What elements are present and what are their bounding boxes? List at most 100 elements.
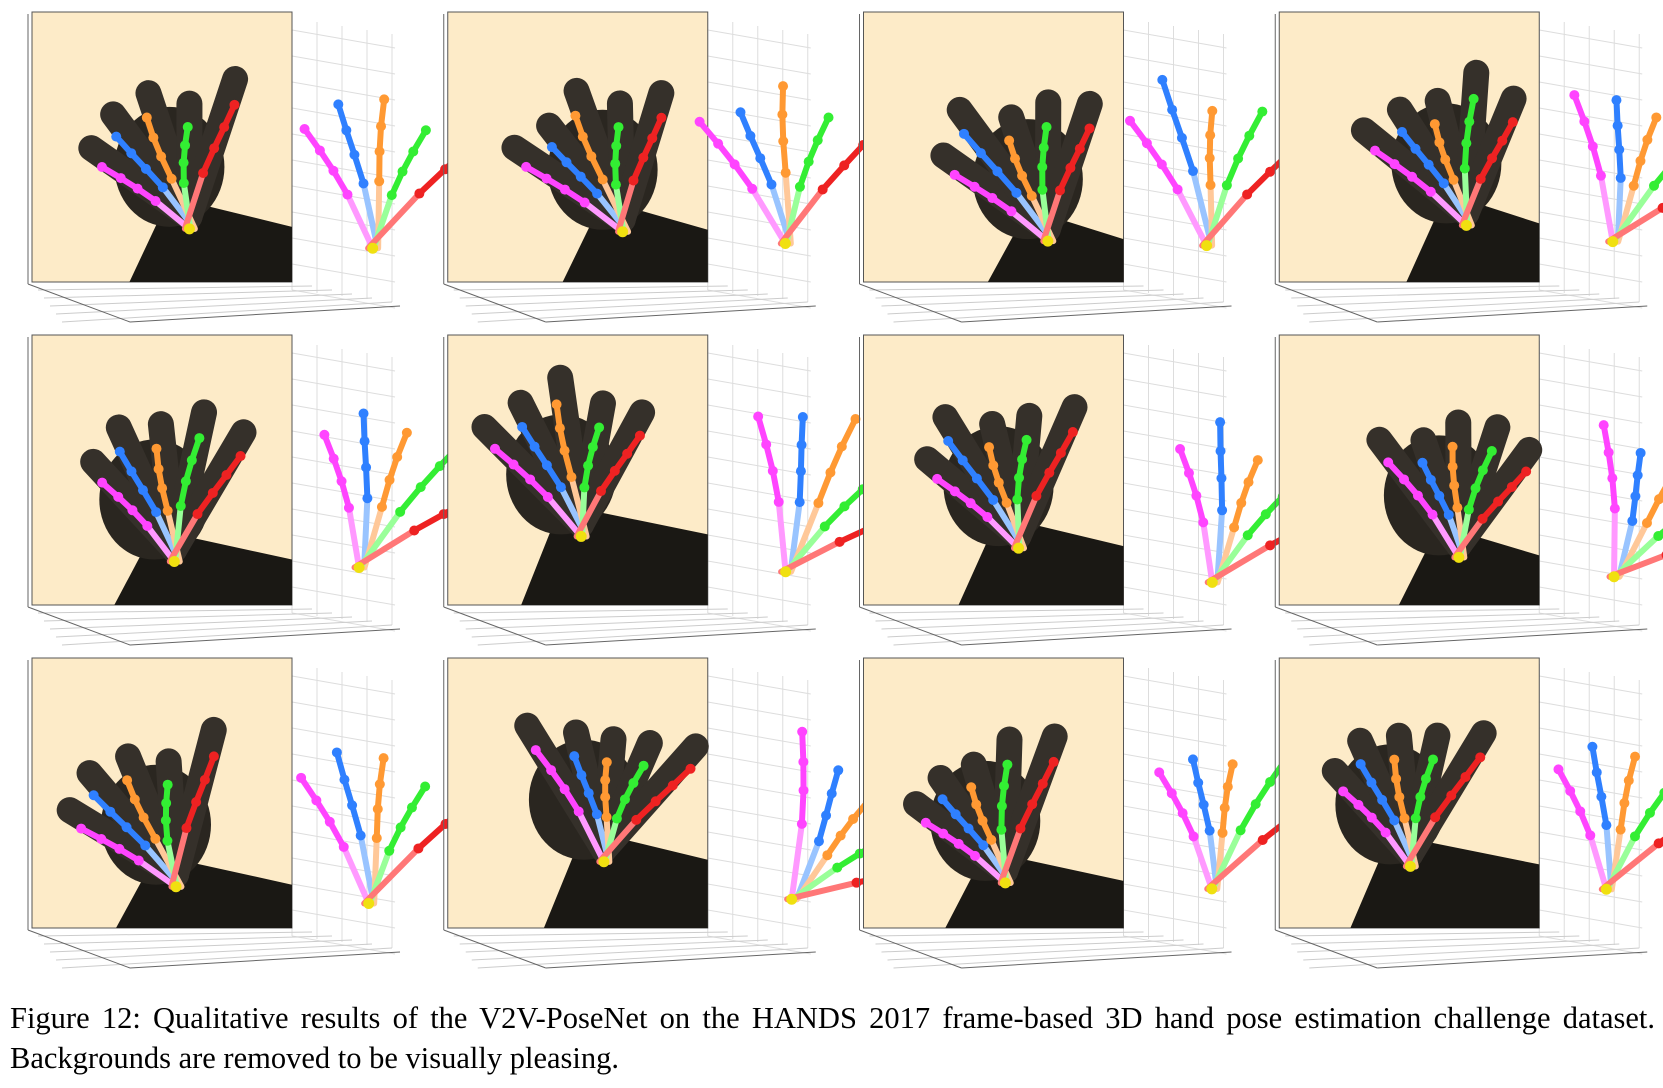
grid-line xyxy=(43,935,333,945)
joint xyxy=(953,838,964,849)
wrist-joint xyxy=(999,877,1011,889)
wrist-joint xyxy=(598,856,610,868)
grid-line xyxy=(707,482,811,502)
joint xyxy=(1649,180,1660,191)
joint xyxy=(1609,503,1620,514)
grid-line xyxy=(707,805,811,825)
grid-line xyxy=(1285,931,1560,937)
wrist-joint xyxy=(170,881,182,893)
joint xyxy=(1477,465,1488,476)
bone xyxy=(1589,143,1604,179)
bone xyxy=(1174,186,1210,249)
joint xyxy=(529,441,540,452)
panel xyxy=(27,11,497,323)
joint xyxy=(1217,827,1228,838)
bone xyxy=(1451,515,1486,561)
joint xyxy=(1167,104,1178,115)
panel xyxy=(443,334,926,646)
grid-line xyxy=(1539,883,1643,903)
bone xyxy=(168,825,190,890)
joint xyxy=(729,159,740,170)
joint xyxy=(694,116,705,127)
bone xyxy=(416,166,449,197)
joint xyxy=(1612,120,1623,131)
figure-caption: Figure 12: Qualitative results of the V2… xyxy=(10,1001,1655,1075)
joint xyxy=(374,779,385,790)
axis-line xyxy=(1275,606,1378,646)
bone xyxy=(1204,837,1266,892)
grid-line xyxy=(707,508,811,528)
grid-line xyxy=(1123,430,1227,450)
wrist-joint xyxy=(1404,860,1416,872)
joint xyxy=(570,110,581,121)
joint xyxy=(561,157,572,168)
bone xyxy=(838,416,859,450)
joint xyxy=(611,140,622,151)
grid-line xyxy=(1123,701,1227,721)
joint xyxy=(358,408,369,419)
joint xyxy=(397,166,408,177)
joint xyxy=(638,760,649,771)
joint xyxy=(133,855,144,866)
joint xyxy=(1065,162,1076,173)
joint xyxy=(555,482,566,493)
grid-line xyxy=(453,608,728,614)
bone xyxy=(997,825,1024,886)
panel xyxy=(859,334,1361,646)
joint xyxy=(1370,145,1381,156)
joint xyxy=(579,197,590,208)
joint xyxy=(794,181,805,192)
joint xyxy=(780,167,791,178)
grid-line xyxy=(291,55,396,75)
joint xyxy=(105,806,116,817)
wrist-joint xyxy=(786,893,798,905)
axis-line xyxy=(859,606,962,646)
grid-line xyxy=(1303,943,1620,961)
grid-line xyxy=(869,931,1144,937)
joint xyxy=(1067,427,1078,438)
joint xyxy=(150,833,161,844)
joint xyxy=(1366,777,1377,788)
panel xyxy=(27,334,502,646)
grid-line xyxy=(1539,352,1643,372)
grid-line xyxy=(1123,29,1227,49)
joint xyxy=(755,153,766,164)
bone xyxy=(1008,208,1051,245)
grid-line xyxy=(1123,805,1227,825)
joint xyxy=(1044,467,1055,478)
joint xyxy=(813,836,824,847)
joint xyxy=(1221,180,1232,191)
grid-line xyxy=(465,616,768,630)
joint xyxy=(559,784,570,795)
grid-line xyxy=(707,701,811,721)
joint xyxy=(583,460,594,471)
grid-line xyxy=(465,939,768,953)
joint xyxy=(559,184,570,195)
joint xyxy=(434,461,445,472)
joint xyxy=(619,794,630,805)
grid-line xyxy=(1539,107,1643,127)
bone xyxy=(1199,191,1251,249)
joint xyxy=(826,788,837,799)
joint xyxy=(207,487,218,498)
axis-line xyxy=(1275,283,1378,323)
joint xyxy=(219,122,230,133)
figure-panels xyxy=(27,11,1663,969)
bone xyxy=(351,151,367,187)
joint xyxy=(409,525,420,536)
joint xyxy=(1410,813,1421,824)
panel xyxy=(443,11,888,323)
bone xyxy=(544,493,585,540)
joint xyxy=(794,497,805,508)
bone xyxy=(1040,187,1064,245)
joint xyxy=(971,473,982,484)
joint xyxy=(1166,788,1177,799)
grid-line xyxy=(49,939,353,953)
grid-line xyxy=(707,779,811,799)
bone xyxy=(1651,170,1663,189)
joint xyxy=(735,107,746,118)
joint xyxy=(1447,441,1458,452)
grid-line xyxy=(1539,185,1643,205)
joint xyxy=(1250,799,1261,810)
joint xyxy=(1470,483,1481,494)
